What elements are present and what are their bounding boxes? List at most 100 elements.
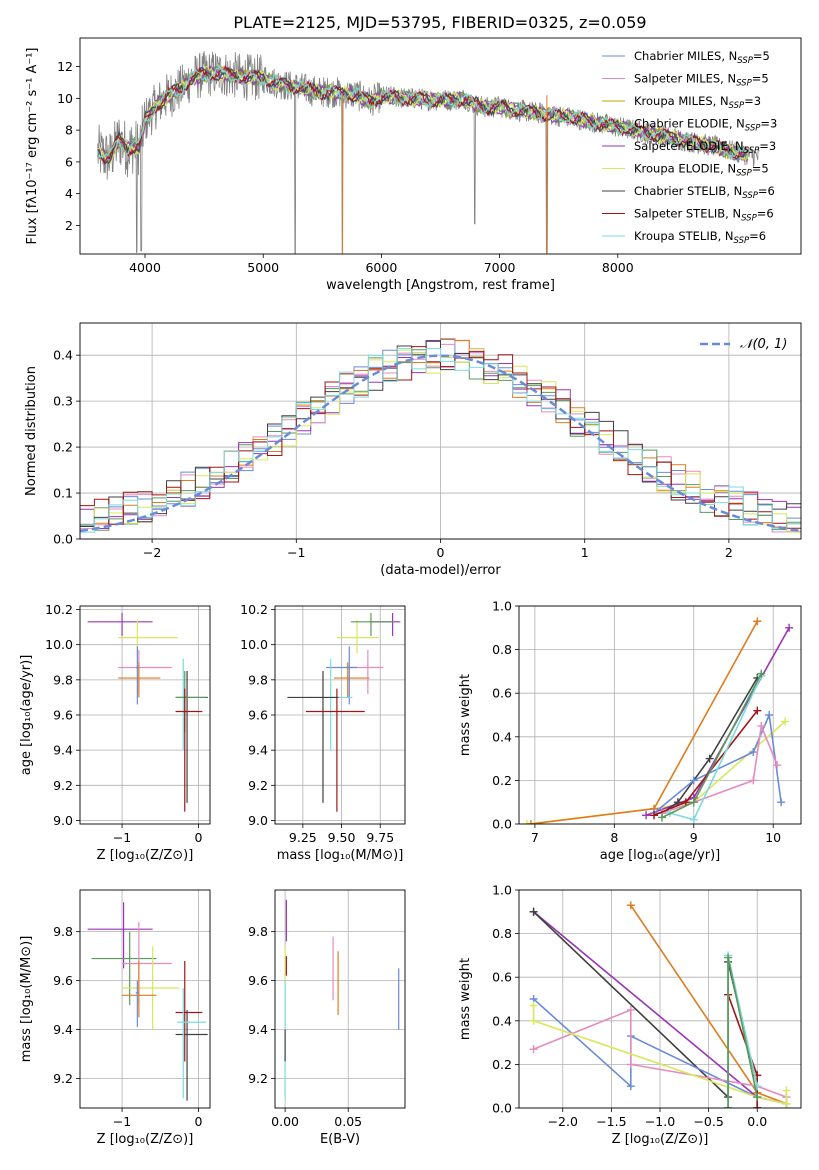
plus-marker [782,1086,791,1095]
plus-marker [529,1016,538,1025]
x-tick-label: −1 [113,830,131,845]
model-spectrum-line [97,64,749,161]
x-tick-label: −2 [143,545,161,560]
y-tick-label: 0.2 [53,440,73,455]
plot-area [97,51,760,254]
plus-marker [765,711,774,719]
plus-marker [705,754,714,763]
axes-frame [274,605,406,825]
plus-marker [749,748,758,757]
plus-marker [773,761,782,770]
x-tick-label: 0.0 [747,1114,767,1129]
x-tick-label: −2.0 [548,1114,578,1129]
legend-label: Chabrier STELIB, NSSP=6 [634,184,775,201]
x-axis-label: (data-model)/error [380,563,501,578]
x-tick-label: 10 [765,830,781,845]
x-axis-label: wavelength [Angstrom, rest frame] [326,278,555,293]
y-tick-label: 9.2 [53,1071,73,1086]
x-axis-label: mass [log₁₀(M/M⊙)] [277,848,404,863]
x-tick-label: 7000 [484,260,516,275]
y-tick-label: 10.0 [240,637,268,652]
y-tick-label: 10.2 [240,602,268,617]
panel-age-vs-Z: −1 0 9.0 9.2 9.4 9.6 9.8 10.0 10.2 Z [log₁₀(Z/Z⊙)… [19,602,211,863]
x-tick-label: 9.50 [328,830,356,845]
plus-marker [781,717,790,726]
y-tick-label: 0.0 [53,532,73,547]
y-axis-label: Flux [fλ10⁻¹⁷ erg cm⁻² s⁻¹ A⁻¹] [25,48,40,245]
x-tick-label: 0 [195,830,203,845]
x-tick-label: −1.5 [596,1114,626,1129]
x-tick-label: 0 [437,545,445,560]
x-axis-label: age [log₁₀(age/yr)] [600,848,721,863]
y-tick-label: 9.6 [53,973,73,988]
plus-marker [782,1099,791,1108]
plus-marker [753,706,762,715]
weight-line [530,620,759,824]
plus-marker [526,820,535,824]
panel-mass-vs-Z: −1 0 9.2 9.4 9.6 9.8 Z [log₁₀(Z/Z⊙)] mass [log₁… [19,889,211,1147]
y-tick-label: 0.1 [53,486,73,501]
weight-line [533,911,758,1108]
y-tick-label: 1.0 [492,883,512,898]
y-tick-label: 8 [65,123,73,138]
residual-histogram [80,340,801,527]
legend-label: Kroupa STELIB, NSSP=6 [634,229,766,246]
y-tick-label: 0.8 [492,926,512,941]
plus-marker [681,798,690,807]
residual-histogram [80,348,801,533]
legend-label: Chabrier MILES, NSSP=5 [634,49,770,66]
y-tick-label: 2 [65,218,73,233]
y-tick-label: 9.0 [248,813,268,828]
panel-age-vs-mass: 9.25 9.50 9.75 9.0 9.2 9.4 9.6 9.8 10.0 10.2 mass … [240,602,406,863]
x-tick-label: −1.0 [645,1114,675,1129]
plus-marker [626,1060,635,1069]
y-tick-label: 9.0 [53,813,73,828]
plus-marker [626,1005,635,1014]
x-tick-label: 2 [725,545,733,560]
x-axis-label: E(B-V) [320,1132,360,1147]
x-tick-label: 4000 [129,260,161,275]
panel-weight-vs-age: 7 8 9 10 0.0 0.2 0.4 0.6 0.8 1.0 age [log₁₀(age/yr… [458,599,802,863]
plus-marker [689,815,698,824]
y-tick-label: 1.0 [492,599,512,614]
y-tick-label: 0.6 [492,686,512,701]
normal-curve [80,354,801,533]
y-tick-label: 9.8 [248,672,268,687]
panel-weight-vs-Z: −2.0 −1.5 −1.0 −0.5 0.0 0.0 0.2 0.4 0.6 0.8 1.0 Z [… [458,883,802,1147]
weight-line [727,994,758,1108]
plus-marker [724,1104,733,1108]
plus-marker [753,617,762,626]
plus-marker [657,813,666,822]
panel-spectrum: 4000 5000 6000 7000 8000 2 4 6 8 10 12 wavelength [… [25,37,802,293]
x-tick-label: 8 [610,830,618,845]
legend-label: Kroupa MILES, NSSP=3 [634,94,761,111]
legend-label: Salpeter ELODIE, NSSP=3 [634,139,776,156]
y-axis-label: Normed distribution [24,366,39,496]
plot-area [522,617,794,824]
y-tick-label: 9.4 [248,743,268,758]
x-tick-label: 6000 [365,260,397,275]
y-tick-label: 9.4 [248,1022,268,1037]
y-tick-label: 9.4 [53,743,73,758]
plus-marker [522,820,531,824]
legend-label: Chabrier ELODIE, NSSP=3 [634,117,777,134]
x-tick-label: 0 [195,1114,203,1129]
plus-marker [785,623,794,632]
y-tick-label: 9.8 [248,924,268,939]
x-tick-label: 5000 [247,260,279,275]
plot-area [80,338,801,533]
plus-marker [650,811,659,820]
plus-marker [642,811,651,820]
x-tick-label: −1 [113,1114,131,1129]
y-tick-label: 0.0 [492,817,512,832]
y-axis-label: age [log₁₀(age/yr)] [19,655,34,776]
x-tick-label: 8000 [602,260,634,275]
y-axis-label: mass weight [458,674,473,756]
y-tick-label: 10 [57,91,73,106]
plus-marker [529,1001,538,1010]
plot-area [87,902,208,1101]
x-tick-label: 9 [690,830,698,845]
y-tick-label: 0.3 [53,394,73,409]
y-axis-label: mass weight [458,958,473,1040]
y-tick-label: 0.0 [492,1101,512,1116]
